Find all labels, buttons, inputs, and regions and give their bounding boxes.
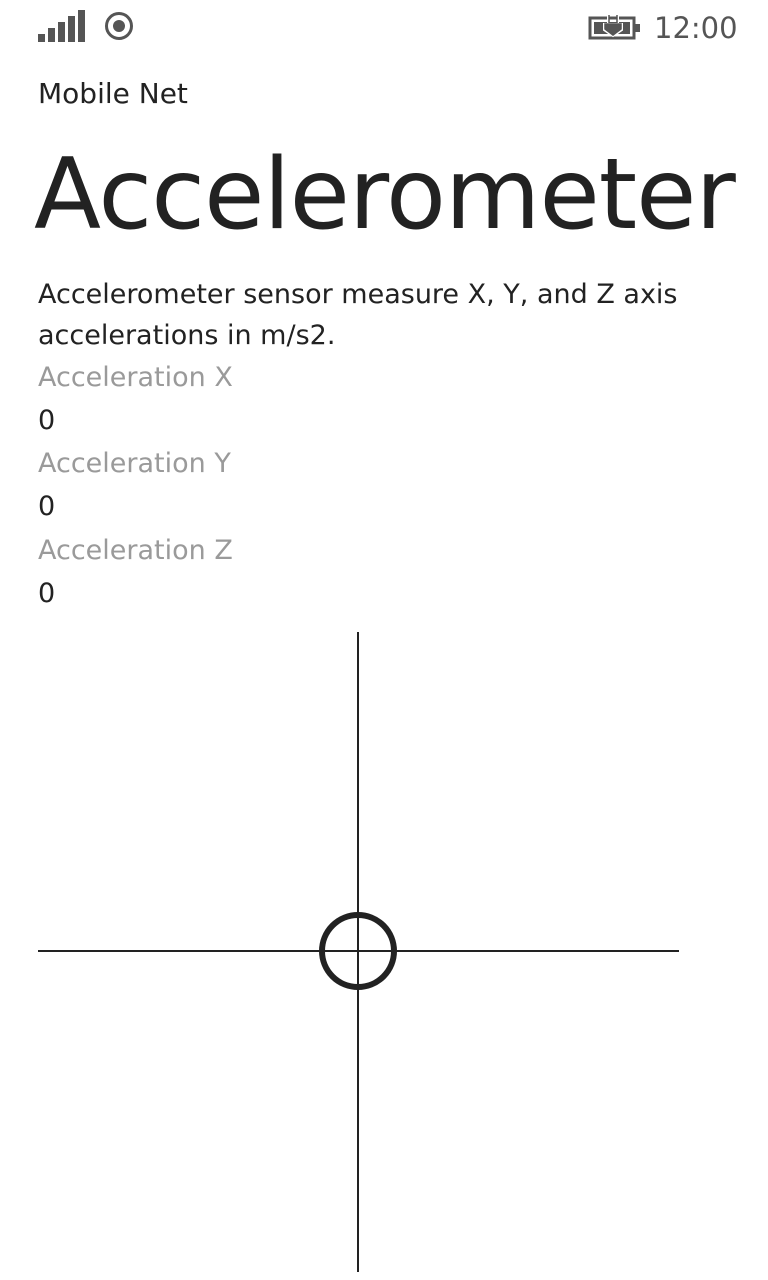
status-time: 12:00 [654,11,738,45]
acceleration-y-label: Acceleration Y [38,448,231,479]
page-title: Accelerometer [34,138,736,252]
acceleration-indicator-circle [319,912,397,990]
page-description: Accelerometer sensor measure X, Y, and Z… [38,279,678,351]
acceleration-z-value: 0 [38,578,56,609]
acceleration-x-label: Acceleration X [38,362,233,393]
status-bar: 12:00 [0,0,768,56]
acceleration-y-value: 0 [38,491,56,522]
acceleration-x-value: 0 [38,405,56,436]
wifi-icon [105,12,133,40]
app-name: Mobile Net [38,77,188,110]
acceleration-z-label: Acceleration Z [38,535,233,566]
signal-bars-icon [38,10,85,42]
battery-charging-icon [588,14,640,40]
